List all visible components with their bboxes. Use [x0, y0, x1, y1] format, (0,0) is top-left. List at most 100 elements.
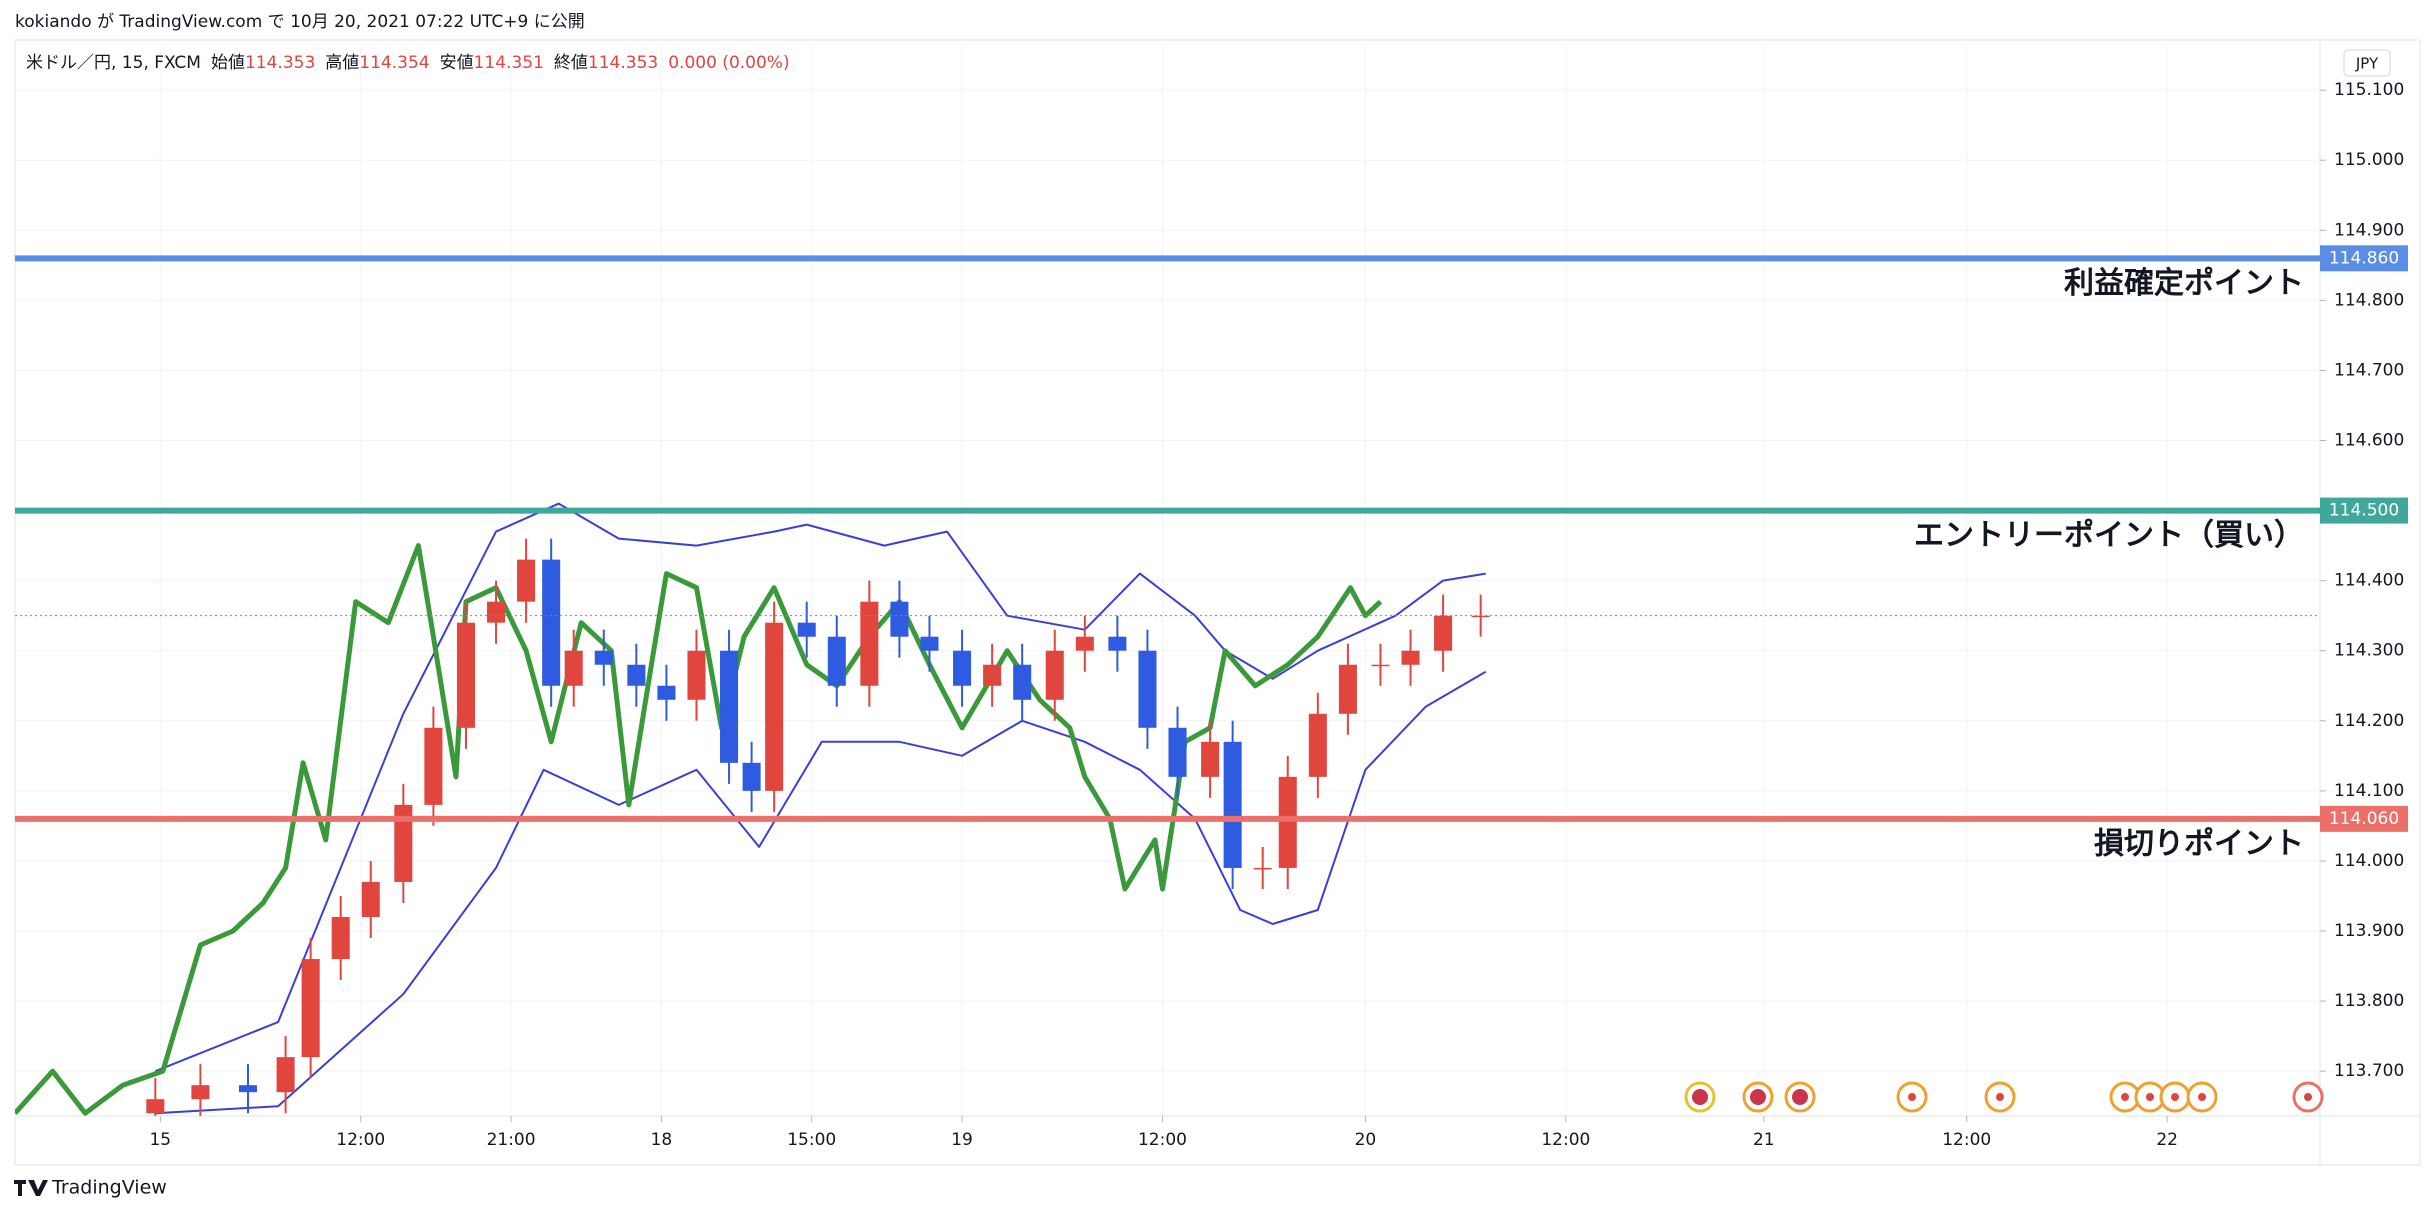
event-marker-dot — [2121, 1093, 2129, 1101]
x-tick-label: 12:00 — [336, 1130, 385, 1150]
candle-body — [1138, 650, 1157, 728]
y-tick-label: 114.100 — [2334, 781, 2404, 801]
event-marker-dot — [1750, 1089, 1766, 1105]
x-tick-label: 22 — [2156, 1130, 2178, 1150]
legend-label: 安値 — [440, 53, 474, 73]
level-price: 114.060 — [2329, 809, 2399, 829]
candle-body — [920, 636, 939, 651]
candle-body — [1223, 741, 1242, 868]
ohlc-legend: 米ドル／円, 15, FXCM 始値114.353 高値114.354 安値114.3… — [26, 53, 790, 73]
legend-value: 114.353 — [588, 53, 658, 73]
candle-body — [456, 622, 475, 728]
event-marker-dot — [1692, 1089, 1708, 1105]
candle-body — [827, 636, 846, 686]
y-tick-label: 114.000 — [2334, 851, 2404, 871]
level-badge — [2320, 805, 2408, 832]
candle-body — [301, 959, 320, 1058]
candle-body — [1471, 615, 1490, 618]
legend-value: 114.354 — [359, 53, 429, 73]
x-tick-label: 21:00 — [487, 1130, 536, 1150]
y-tick-label: 113.800 — [2334, 991, 2404, 1011]
candle-body — [1434, 615, 1453, 651]
y-tick-label: 113.900 — [2334, 921, 2404, 941]
legend-change: 0.000 (0.00%) — [668, 53, 789, 73]
level-note: エントリーポイント（買い） — [1914, 518, 2304, 553]
candle-body — [797, 622, 816, 637]
candle-body — [517, 559, 536, 602]
legend-label: 終値 — [554, 53, 588, 73]
level-badge — [2320, 245, 2408, 272]
publish-header: kokiando が TradingView.com で 10月 20, 202… — [15, 12, 585, 32]
candle-body — [860, 601, 879, 686]
candle-body — [564, 650, 583, 686]
currency-box — [2343, 49, 2391, 77]
footer-brand: TradingView — [51, 1177, 167, 1199]
x-tick-label: 12:00 — [1541, 1130, 1590, 1150]
event-marker-dot — [1908, 1093, 1916, 1101]
level-badge — [2320, 497, 2408, 524]
candle-body — [238, 1085, 258, 1093]
x-tick-label: 19 — [951, 1130, 973, 1150]
event-marker-dot — [2304, 1093, 2312, 1101]
candle-body — [1075, 636, 1094, 651]
indicator-line — [15, 543, 1383, 1116]
event-marker-dot — [2146, 1093, 2154, 1101]
y-tick-label: 114.600 — [2334, 431, 2404, 451]
candle-body — [687, 650, 706, 700]
candle-body — [1278, 776, 1297, 868]
candle-body — [276, 1057, 295, 1093]
level-note: 損切りポイント — [2094, 826, 2304, 861]
candle-body — [742, 762, 761, 791]
candle-body — [1168, 727, 1187, 777]
candle-body — [1108, 636, 1127, 651]
candle-body — [191, 1085, 210, 1100]
x-tick-label: 15 — [149, 1130, 171, 1150]
legend-value: 114.353 — [245, 53, 315, 73]
y-tick-label: 114.300 — [2334, 641, 2404, 661]
candle-body — [394, 804, 413, 882]
y-tick-label: 114.800 — [2334, 290, 2404, 310]
level-price: 114.500 — [2329, 501, 2399, 521]
symbol: 米ドル／円, 15, FXCM — [26, 53, 201, 73]
event-marker-dot — [1792, 1089, 1808, 1105]
candle-body — [627, 664, 646, 686]
event-marker-dot — [1996, 1093, 2004, 1101]
x-tick-label: 15:00 — [787, 1130, 836, 1150]
y-tick-label: 113.700 — [2334, 1061, 2404, 1081]
y-tick-label: 114.400 — [2334, 571, 2404, 591]
x-tick-label: 18 — [651, 1130, 673, 1150]
candle-body — [424, 727, 443, 805]
tradingview-logo — [14, 1180, 48, 1196]
candle-body — [1201, 741, 1220, 777]
candle-body — [361, 881, 380, 917]
legend-value: 114.351 — [474, 53, 544, 73]
indicator-line — [155, 670, 1487, 1115]
currency: JPY — [2355, 55, 2379, 73]
legend-label: 始値 — [211, 53, 245, 73]
candle-body — [487, 601, 506, 623]
event-marker-dot — [2171, 1093, 2179, 1101]
candle-body — [331, 916, 350, 960]
candle-body — [983, 664, 1002, 686]
level-note: 利益確定ポイント — [2064, 266, 2304, 301]
x-tick-label: 12:00 — [1138, 1130, 1187, 1150]
indicator-line — [154, 502, 1486, 1073]
candle-body — [953, 650, 972, 686]
candle-body — [1371, 664, 1390, 667]
y-tick-label: 114.900 — [2334, 220, 2404, 240]
candle-body — [1013, 664, 1032, 700]
candle-body — [1308, 713, 1327, 777]
candle-body — [1045, 650, 1064, 700]
candle-body — [594, 650, 613, 665]
legend-label: 高値 — [325, 53, 359, 73]
y-tick-label: 114.700 — [2334, 360, 2404, 380]
candle-body — [146, 1099, 165, 1114]
candle-body — [1338, 664, 1357, 714]
candle-body — [890, 601, 909, 637]
x-tick-label: 12:00 — [1942, 1130, 1991, 1150]
y-tick-label: 115.100 — [2334, 80, 2404, 100]
candle-body — [765, 622, 784, 791]
event-marker-dot — [2198, 1093, 2206, 1101]
